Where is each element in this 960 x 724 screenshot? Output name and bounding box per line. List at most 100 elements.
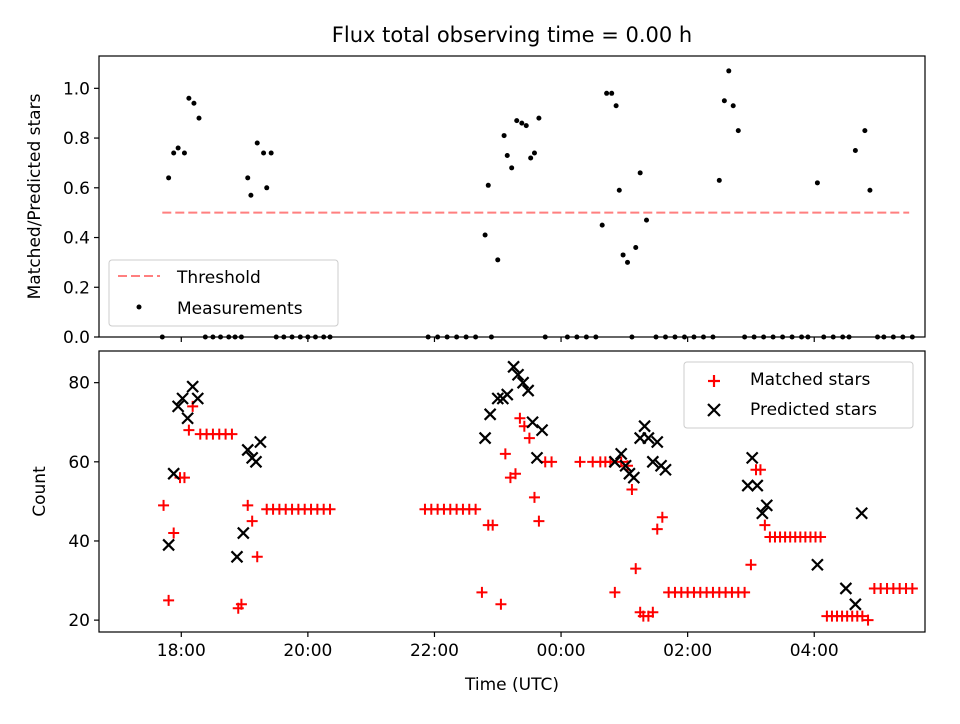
measurement-point [261, 150, 267, 156]
measurement-point [814, 180, 820, 186]
top-y-axis-label: Matched/Predicted stars [25, 93, 45, 299]
predicted-star-point [650, 435, 664, 449]
legend-matched-label: Matched stars [750, 370, 870, 390]
bottom-x-tick-label: 00:00 [537, 641, 586, 661]
bottom-y-tick-label: 20 [68, 611, 90, 631]
predicted-star-point [521, 384, 535, 397]
measurement-point [514, 118, 520, 124]
measurement-point [254, 140, 260, 146]
x-axis-label: Time (UTC) [464, 675, 559, 695]
top-plot-marks [159, 68, 915, 340]
measurement-point [264, 185, 270, 191]
predicted-star-point [855, 506, 868, 520]
legend-matched-swatch [708, 375, 720, 387]
top-axes: 0.0 0.2 0.4 0.6 0.8 1.0 [63, 79, 815, 348]
matched-star-point [499, 448, 511, 460]
measurement-point [726, 68, 732, 74]
measurement-point [181, 150, 187, 156]
measurement-point [531, 150, 537, 156]
bottom-legend: Matched stars Predicted stars [683, 361, 914, 429]
matched-star-point [523, 432, 535, 444]
matched-star-point [178, 472, 190, 484]
measurement-point [637, 170, 643, 176]
matched-star-point [856, 610, 868, 622]
predicted-star-point [530, 451, 544, 465]
matched-star-point [235, 598, 247, 610]
measurement-point [716, 177, 722, 183]
predicted-star-point [171, 400, 185, 413]
predicted-star-point [741, 479, 755, 492]
legend-measurements-swatch [136, 304, 142, 310]
measurement-point [485, 182, 491, 188]
measurement-point [620, 252, 626, 258]
matched-star-point [815, 531, 827, 543]
top-plot-frame [98, 55, 926, 338]
matched-star-point [546, 456, 558, 468]
matched-star-point [759, 519, 771, 531]
measurement-point [528, 155, 534, 161]
legend-predicted-swatch [707, 403, 721, 417]
predicted-star-point [237, 526, 250, 540]
matched-star-point [609, 586, 621, 598]
bottom-y-axis-label: Count [30, 466, 50, 517]
measurement-point [625, 259, 631, 265]
matched-star-point [574, 456, 586, 468]
bottom-x-tick-label: 04:00 [790, 641, 839, 661]
measurement-point [852, 147, 858, 153]
matched-star-point [168, 527, 180, 539]
measurement-point [536, 115, 542, 121]
bottom-x-tick-label: 20:00 [283, 641, 332, 661]
measurement-point [519, 120, 525, 126]
matched-star-point [528, 491, 540, 503]
matched-star-point [246, 515, 258, 527]
measurement-point [171, 150, 177, 156]
predicted-star-point [516, 376, 530, 389]
predicted-star-point [646, 455, 660, 469]
measurement-point [862, 128, 868, 134]
predicted-star-point [230, 550, 244, 564]
measurement-point [504, 152, 510, 158]
top-y-tick-label: 0.2 [63, 278, 90, 298]
bottom-y-tick-label: 60 [68, 453, 90, 473]
measurement-point [523, 123, 529, 129]
measurement-point [609, 90, 615, 96]
matched-star-point [495, 598, 507, 610]
measurement-point [730, 103, 736, 109]
measurement-point [248, 192, 254, 198]
bottom-axes: 18:00 20:00 22:00 00:00 02:00 04:00 20 40 60 80 [68, 374, 838, 661]
measurement-point [166, 175, 172, 181]
predicted-star-point [849, 598, 862, 611]
predicted-star-point [167, 467, 180, 480]
matched-star-point [226, 428, 238, 440]
predicted-star-point [619, 459, 632, 473]
predicted-star-point [491, 392, 505, 405]
top-y-tick-label: 0.4 [63, 229, 90, 249]
top-y-tick-label: 0.8 [63, 129, 90, 149]
top-panel: 0.0 0.2 0.4 0.6 0.8 1.0 Matched/Predicted sta… [25, 55, 926, 348]
measurement-point [196, 115, 202, 121]
matched-star-point [487, 519, 499, 531]
predicted-star-point [750, 479, 764, 492]
legend-threshold-label: Threshold [176, 268, 261, 288]
matched-star-point [651, 523, 663, 535]
measurement-point [482, 232, 488, 238]
matched-star-point [739, 586, 751, 598]
measurement-point [268, 150, 274, 156]
measurement-point [644, 217, 650, 223]
measurement-point [501, 133, 507, 139]
matched-star-point [656, 511, 668, 523]
predicted-star-point [181, 412, 194, 425]
predicted-star-point [760, 499, 774, 512]
predicted-star-point [191, 392, 205, 405]
legend-predicted-label: Predicted stars [750, 400, 877, 420]
matched-star-point [862, 614, 874, 626]
measurement-point [721, 98, 727, 104]
predicted-star-point [526, 415, 539, 429]
matched-star-point [622, 460, 634, 472]
measurement-point [186, 95, 192, 101]
predicted-star-point [535, 423, 549, 437]
predicted-star-point [483, 408, 497, 421]
predicted-star-point [839, 582, 853, 595]
matched-star-point [242, 499, 254, 511]
matched-star-point [158, 499, 170, 511]
